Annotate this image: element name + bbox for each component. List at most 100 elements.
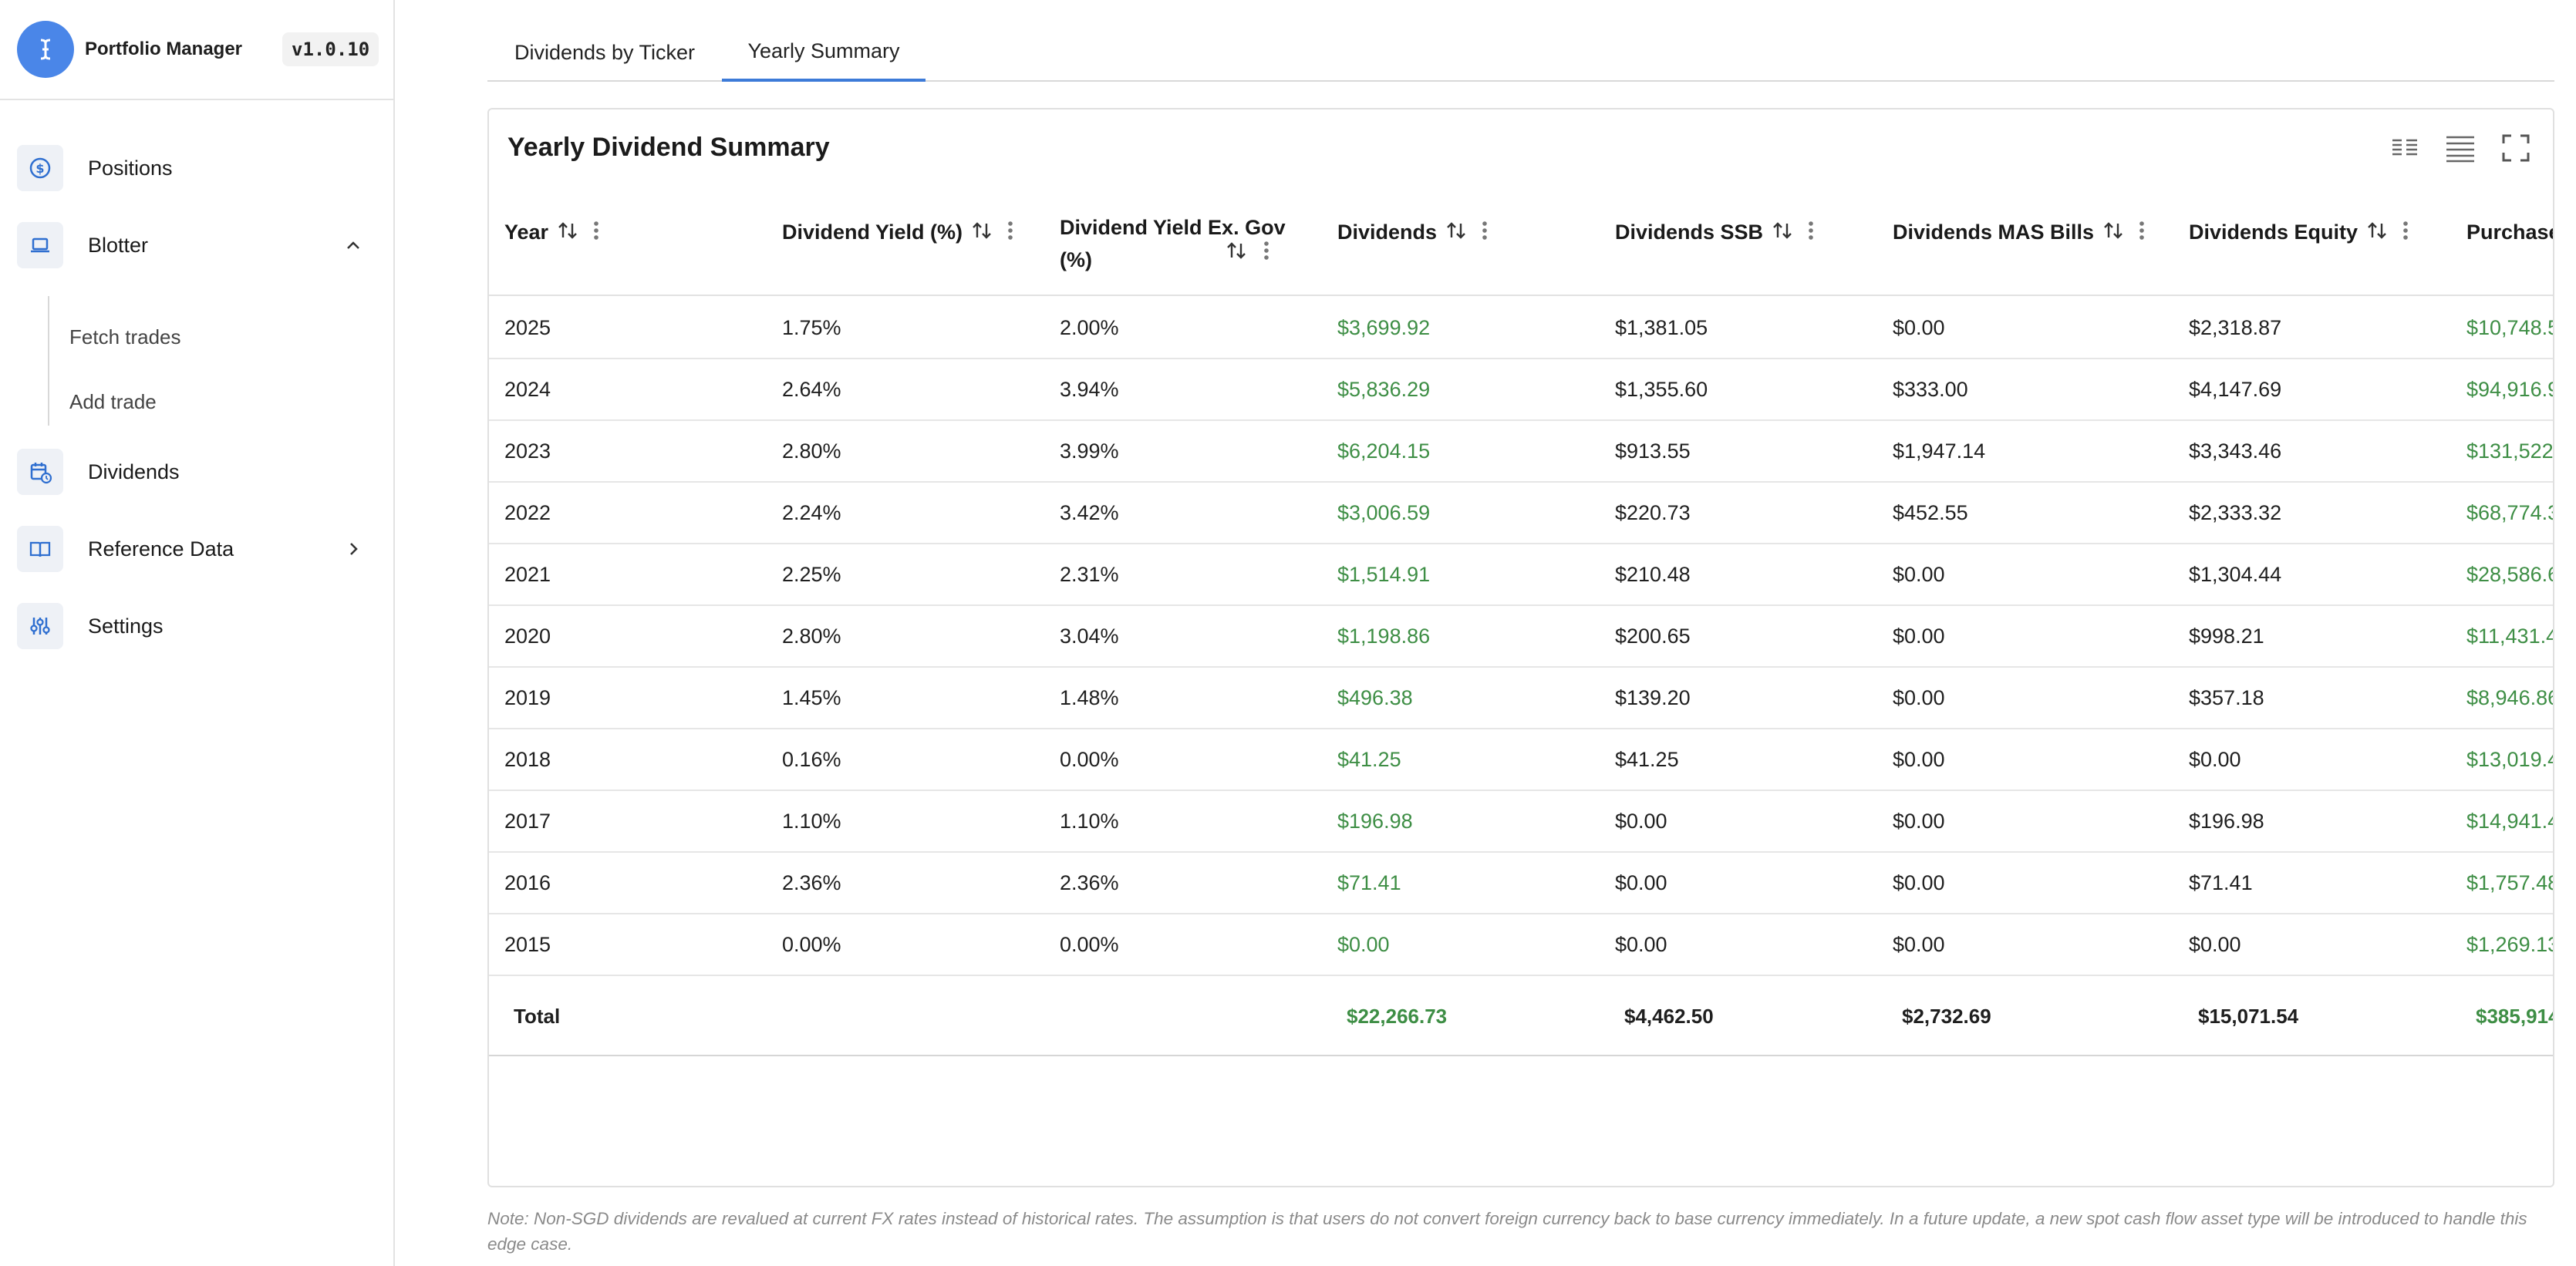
table-cell: 1.45%: [782, 685, 841, 709]
total-cell-label: Total: [514, 1004, 561, 1028]
table-cell: 3.99%: [1060, 439, 1119, 463]
table-cell: 2023: [504, 439, 551, 463]
total-cell-mas-bills: $2,732.69: [1902, 1004, 1991, 1028]
column-menu-icon[interactable]: [1482, 217, 1488, 250]
cursor-text-icon: [40, 39, 51, 60]
sidebar-item-label: Reference Data: [88, 537, 234, 561]
sidebar-item-positions[interactable]: $ Positions: [0, 137, 393, 199]
table-cell: $13,019.4: [2466, 747, 2554, 771]
table-row[interactable]: 2025 1.75% 2.00% $3,699.92 $1,381.05 $0.00 $2,…: [489, 298, 2554, 359]
table-cell: $196.98: [1337, 809, 1413, 833]
table-cell: 1.10%: [1060, 809, 1119, 833]
table-cell: $1,198.86: [1337, 624, 1431, 648]
table-cell: $41.25: [1615, 747, 1679, 771]
table-cell: $0.00: [1615, 932, 1667, 956]
total-cell-purchase: $385,914: [2476, 1004, 2554, 1028]
table-row[interactable]: 2023 2.80% 3.99% $6,204.15 $913.55 $1,947.14 $…: [489, 421, 2553, 483]
table-cell: $1,269.13: [2466, 932, 2554, 956]
table-row[interactable]: 2018 0.16% 0.00% $41.25 $41.25 $0.00 $0.00 $13,…: [489, 729, 2554, 791]
table-cell: $1,757.48: [2466, 870, 2554, 894]
tab-dividends-by-ticker[interactable]: Dividends by Ticker: [514, 40, 696, 64]
sidebar-item-blotter[interactable]: Blotter: [0, 214, 393, 276]
sliders-icon: [17, 603, 63, 649]
table-row[interactable]: 2020 2.80% 3.04% $1,198.86 $200.65 $0.00 $998.…: [489, 606, 2554, 668]
table-cell: $1,947.14: [1893, 439, 1986, 463]
table-cell: 2.36%: [782, 870, 841, 894]
sidebar-item-label: Settings: [88, 614, 164, 638]
chevron-right-icon[interactable]: [342, 538, 364, 560]
tab-bar: Dividends by Ticker Yearly Summary: [487, 23, 2554, 82]
table-cell: 1.10%: [782, 809, 841, 833]
table-cell: 0.00%: [1060, 932, 1119, 956]
column-header[interactable]: Dividends SSB: [1615, 216, 1814, 250]
table-cell: $10,748.5: [2466, 315, 2554, 339]
columns-icon[interactable]: [2386, 130, 2423, 167]
chevron-up-icon[interactable]: [342, 234, 364, 256]
table-cell: $452.55: [1893, 500, 1968, 524]
column-menu-icon[interactable]: [1808, 217, 1814, 250]
sidebar-item-dividends[interactable]: Dividends: [0, 441, 393, 503]
table-row[interactable]: 2021 2.25% 2.31% $1,514.91 $210.48 $0.00 $1,30…: [489, 544, 2553, 606]
column-header-label: Dividend Yield Ex. Gov (%): [1060, 216, 1286, 271]
table-cell: 2.31%: [1060, 562, 1119, 586]
table-cell: $41.25: [1337, 747, 1401, 771]
table-cell: $0.00: [1615, 870, 1667, 894]
column-header[interactable]: Dividend Yield (%): [782, 216, 1013, 250]
column-header[interactable]: Year: [504, 216, 599, 250]
sort-icon[interactable]: [2365, 217, 2389, 250]
table-cell: $0.00: [1893, 562, 1945, 586]
table-row[interactable]: 2022 2.24% 3.42% $3,006.59 $220.73 $452.55 $2,…: [489, 483, 2554, 544]
table-cell: $196.98: [2189, 809, 2264, 833]
book-open-icon: [17, 526, 63, 572]
density-icon[interactable]: [2442, 130, 2479, 167]
table-row[interactable]: 2019 1.45% 1.48% $496.38 $139.20 $0.00 $357.18…: [489, 668, 2553, 729]
table-cell: 2022: [504, 500, 551, 524]
table-cell: $0.00: [1893, 315, 1945, 339]
table-cell: $71.41: [1337, 870, 1401, 894]
table-cell: 1.75%: [782, 315, 841, 339]
fullscreen-icon[interactable]: [2497, 130, 2534, 167]
column-menu-icon[interactable]: [2402, 217, 2409, 250]
table-cell: 2.36%: [1060, 870, 1119, 894]
column-menu-icon[interactable]: [1263, 237, 1269, 270]
sidebar-item-reference-data[interactable]: Reference Data: [0, 518, 393, 580]
table-cell: $68,774.3: [2466, 500, 2554, 524]
tab-yearly-summary[interactable]: Yearly Summary: [722, 23, 926, 82]
column-header[interactable]: Dividends: [1337, 216, 1488, 250]
table-row[interactable]: 2016 2.36% 2.36% $71.41 $0.00 $0.00 $71.41 $1,7…: [489, 853, 2554, 914]
table-cell: $94,916.9: [2466, 377, 2554, 401]
sidebar-subitem-add-trade[interactable]: Add trade: [69, 390, 157, 413]
sort-icon[interactable]: [1771, 217, 1794, 250]
column-menu-icon[interactable]: [1007, 217, 1013, 250]
column-header[interactable]: Dividends Equity: [2189, 216, 2409, 250]
app-logo[interactable]: [17, 21, 74, 78]
table-row[interactable]: 2017 1.10% 1.10% $196.98 $0.00 $0.00 $196.98 $1…: [489, 791, 2553, 853]
table-row[interactable]: 2015 0.00% 0.00% $0.00 $0.00 $0.00 $0.00 $1,269…: [489, 914, 2554, 976]
table-cell: 3.04%: [1060, 624, 1119, 648]
column-header-label: Year: [504, 221, 549, 244]
column-header[interactable]: Dividends MAS Bills: [1893, 216, 2145, 250]
table-cell: $3,343.46: [2189, 439, 2282, 463]
sort-icon[interactable]: [556, 217, 579, 250]
sidebar-item-settings[interactable]: Settings: [0, 595, 393, 657]
column-header[interactable]: Purchase: [2466, 216, 2553, 248]
sort-icon[interactable]: [970, 217, 993, 250]
sort-icon[interactable]: [1445, 217, 1468, 250]
column-header[interactable]: Dividend Yield Ex. Gov (%): [1060, 211, 1291, 276]
table-cell: $1,355.60: [1615, 377, 1708, 401]
table-cell: $0.00: [1893, 624, 1945, 648]
table-cell: 3.42%: [1060, 500, 1119, 524]
column-menu-icon[interactable]: [2139, 217, 2145, 250]
table-row[interactable]: 2024 2.64% 3.94% $5,836.29 $1,355.60 $333.00 $…: [489, 359, 2554, 421]
submenu-divider: [48, 296, 49, 426]
sort-icon[interactable]: [1225, 237, 1248, 270]
column-menu-icon[interactable]: [593, 217, 599, 250]
fx-note: Note: Non-SGD dividends are revalued at …: [487, 1209, 2527, 1254]
sidebar-subitem-fetch-trades[interactable]: Fetch trades: [69, 325, 181, 348]
table-cell: $11,431.4: [2466, 624, 2554, 648]
sort-icon[interactable]: [2102, 217, 2125, 250]
card-title: Yearly Dividend Summary: [507, 133, 830, 162]
table-cell: $6,204.15: [1337, 439, 1431, 463]
table-cell: 2018: [504, 747, 551, 771]
table-cell: 2.80%: [782, 624, 841, 648]
